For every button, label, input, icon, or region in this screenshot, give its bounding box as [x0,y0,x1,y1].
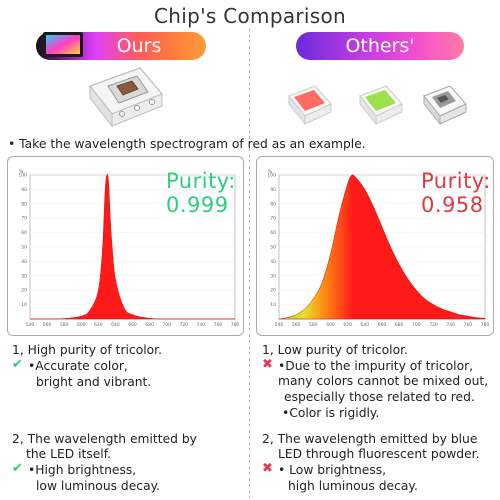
y-tick-label: 50 [270,245,276,251]
spectrum-area [30,173,235,320]
others-purity-value: 0.958 [421,193,484,217]
ours-label: Ours [116,35,162,57]
others-point-2-bullet: • Low brightness, [278,463,387,477]
others-point-2-bullet-cont: high luminous decay. [288,479,418,493]
others-label: Others' [345,35,415,57]
red-chip-icon [285,84,333,126]
cross-icon: ✖ [262,461,273,476]
ours-point-2-bullet: •High brightness, [28,463,137,477]
y-tick-label: 100 [18,173,27,179]
ours-point-2-line1: 2, The wavelength emitted by [12,432,197,446]
x-tick-label: 600 [326,322,335,328]
y-tick-label: 30 [21,273,27,279]
green-chip-icon [356,84,404,126]
y-tick-label: 50 [21,245,27,251]
y-tick-label: 30 [270,273,276,279]
x-tick-label: 660 [378,322,387,328]
x-tick-label: 560 [292,322,301,328]
ours-purity-label: Purity: [166,169,236,193]
center-divider [249,28,250,498]
cross-icon: ✖ [262,357,273,372]
check-icon: ✔ [12,461,23,476]
y-tick-label: 90 [21,187,27,193]
others-spectrum-chart: %100 90 80 70 60 50 40 30 20 10 540 560 580 600 620 640… [267,169,490,328]
x-tick-label: 560 [43,322,52,328]
y-tick-label: 40 [21,259,27,265]
y-tick-label: 80 [270,201,276,207]
x-tick-label: 540 [275,322,284,328]
others-point-1-bullet-l2: many colors cannot be mixed out, [278,374,489,388]
ours-point-1: 1, High purity of tricolor. [12,343,163,357]
ours-point-1-bullet-cont: bright and vibrant. [36,375,152,389]
x-tick-label: 640 [361,322,370,328]
others-banner: Others' [296,32,464,60]
x-tick-label: 600 [77,322,86,328]
x-tick-label: 660 [128,322,137,328]
y-tick-label: 60 [270,230,276,236]
x-tick-label: 620 [343,322,352,328]
y-tick-label: 70 [21,216,27,222]
x-tick-label: 580 [60,322,69,328]
others-point-1-bullet-l1: •Due to the impurity of tricolor, [278,359,474,373]
our-chip-icon [82,64,168,134]
x-tick-label: 720 [429,322,438,328]
x-tick-label: 760 [214,322,223,328]
x-tick-label: 580 [309,322,318,328]
x-tick-label: 640 [111,322,120,328]
y-tick-label: 100 [267,173,276,179]
x-tick-label: 760 [464,322,473,328]
others-spectrum-panel: % 100 90 80 70 60 50 40 30 20 10 540 560 580 600 620 640… [256,156,494,336]
page-title: Chip's Comparison [153,4,346,28]
x-tick-label: 780 [481,322,490,328]
others-point-1: 1, Low purity of tricolor. [262,343,408,357]
others-point-1-bullet-2: •Color is rigidly. [282,406,380,420]
others-point-2-line2: LED through fluorescent powder. [278,447,480,461]
x-tick-label: 740 [197,322,206,328]
others-purity-label: Purity: [421,169,491,193]
note-text: • Take the wavelength spectrogram of red… [8,137,366,151]
spectrum-area [278,174,486,320]
others-point-1-bullet-l3: especially those related to red. [284,390,475,404]
white-chip-icon [420,84,468,126]
check-icon: ✔ [12,357,23,372]
y-tick-label: 20 [270,288,276,294]
tablet-product-icon [42,30,86,60]
x-tick-label: 540 [26,322,35,328]
ours-point-2-line2: the LED itself. [26,447,112,461]
y-tick-label: 40 [270,259,276,265]
x-tick-label: 700 [412,322,421,328]
y-tick-label: 90 [270,187,276,193]
x-tick-label: 680 [395,322,404,328]
ours-purity-value: 0.999 [166,193,229,217]
y-tick-label: 70 [270,216,276,222]
y-tick-label: 20 [21,288,27,294]
ours-point-1-bullet: •Accurate color, [28,359,128,373]
y-tick-label: 10 [270,302,276,308]
ours-spectrum-chart: %100 90 80 70 60 50 40 30 20 10 540 560 580 600 620 640… [18,169,240,328]
x-tick-label: 780 [231,322,240,328]
y-unit-label: % [19,169,24,175]
others-point-2-line1: 2, The wavelength emitted by blue [262,432,478,446]
ours-purity: Purity: 0.999 [166,169,236,217]
x-tick-label: 740 [446,322,455,328]
y-unit-label: % [268,169,273,175]
ours-spectrum-panel: % 100 90 80 70 60 50 40 30 20 10 540 560 580 600 620 640… [7,156,244,336]
y-tick-label: 60 [21,230,27,236]
others-purity: Purity: 0.958 [421,169,491,217]
x-tick-label: 700 [162,322,171,328]
y-tick-label: 10 [21,302,27,308]
x-tick-label: 620 [94,322,103,328]
x-tick-label: 720 [179,322,188,328]
y-tick-label: 80 [21,201,27,207]
ours-point-2-bullet-cont: low luminous decay. [36,479,161,493]
x-tick-label: 680 [145,322,154,328]
